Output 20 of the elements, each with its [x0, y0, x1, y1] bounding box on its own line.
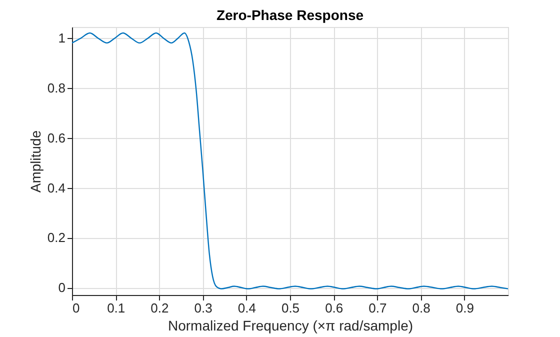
x-tick-label: 0.7 — [368, 300, 387, 316]
y-tick-label: 0 — [58, 280, 66, 296]
y-tick-label: 1 — [58, 30, 66, 46]
x-tick-label: 0.1 — [107, 300, 126, 316]
chart-title: Zero-Phase Response — [216, 7, 364, 23]
x-tick-label: 0.3 — [194, 300, 212, 316]
x-tick-label: 0.4 — [238, 300, 256, 316]
x-tick-label: 0.9 — [456, 300, 474, 316]
x-tick-label: 0.5 — [281, 300, 300, 316]
x-tick-label: 0.8 — [412, 300, 430, 316]
x-tick-label: 0.2 — [150, 300, 169, 316]
y-tick-label: 0.8 — [47, 80, 66, 96]
y-tick-label: 0.4 — [47, 180, 66, 196]
y-axis-title: Amplitude — [27, 130, 44, 193]
y-tick-label: 0.6 — [47, 130, 66, 146]
y-tick-label: 0.2 — [47, 230, 66, 246]
x-tick-label: 0.6 — [325, 300, 344, 316]
x-axis-title: Normalized Frequency (×π rad/sample) — [168, 318, 414, 334]
line-series — [72, 32, 508, 290]
x-tick-label: 0 — [72, 300, 80, 316]
